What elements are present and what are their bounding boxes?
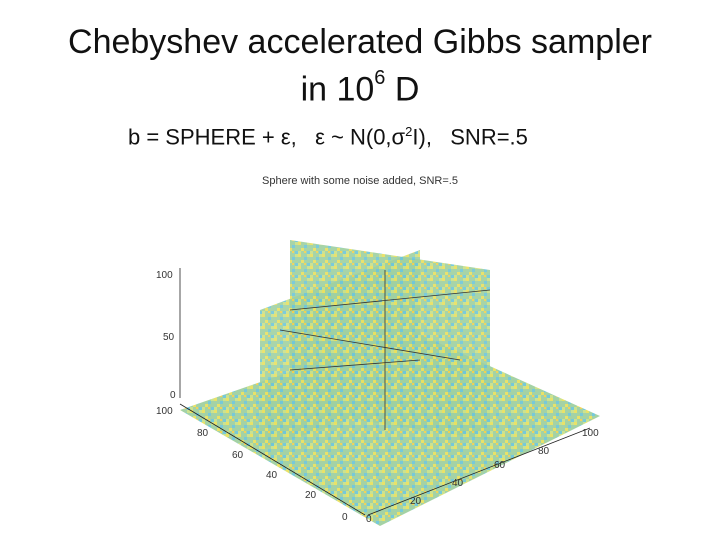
x-tick-label: 40 [452, 478, 464, 489]
x-tick-label: 60 [494, 460, 506, 471]
x-tick-label: 100 [582, 428, 599, 439]
y-tick-label: 80 [197, 428, 209, 439]
y-tick-label: 20 [305, 490, 317, 501]
equation-exponent: 2 [405, 124, 413, 139]
y-tick-label: 0 [342, 512, 348, 523]
y-tick-label: 60 [232, 450, 244, 461]
plot-title: Sphere with some noise added, SNR=.5 [262, 175, 458, 187]
equation-part-1: b = SPHERE + ε, ε ~ N(0,σ [128, 124, 406, 150]
title-line-1: Chebyshev accelerated Gibbs sampler [68, 23, 652, 61]
3d-slice-plot: 100 50 0 100 80 60 40 20 0 0 20 40 60 80… [156, 240, 600, 526]
title-prefix: in 10 [300, 70, 375, 109]
z-tick-label: 0 [170, 390, 176, 401]
z-tick-label: 50 [163, 332, 175, 343]
model-equation: b = SPHERE + ε, ε ~ N(0,σ2I), SNR=.5 [128, 124, 528, 150]
x-tick-label: 0 [366, 514, 372, 525]
x-tick-label: 20 [410, 496, 422, 507]
equation-part-2: I), SNR=.5 [412, 124, 528, 150]
title-line-2: in 106 D [0, 62, 720, 109]
y-tick-label: 40 [266, 470, 278, 481]
z-tick-label: 100 [156, 270, 173, 281]
x-tick-label: 80 [538, 446, 550, 457]
vertical-slice-y [260, 250, 420, 450]
y-tick-label: 100 [156, 406, 173, 417]
slide-title: Chebyshev accelerated Gibbs sampler in 1… [0, 22, 720, 109]
title-suffix: D [385, 70, 420, 109]
title-exponent: 6 [374, 67, 386, 89]
